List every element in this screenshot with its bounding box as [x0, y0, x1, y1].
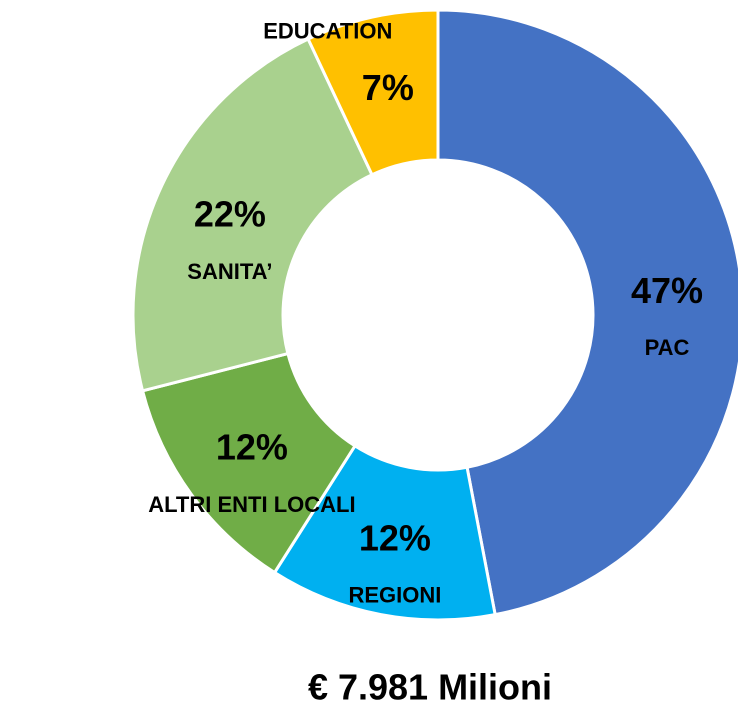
category-label: SANITA’: [187, 259, 272, 284]
slice: [306, 8, 440, 177]
value-label: 22%: [194, 194, 266, 235]
category-label: REGIONI: [348, 583, 441, 608]
value-label: 12%: [216, 427, 288, 468]
value-label: 47%: [631, 270, 703, 311]
value-label: 7%: [362, 67, 414, 108]
category-label: ALTRI ENTI LOCALI: [148, 492, 355, 517]
slices: [131, 8, 738, 622]
slice: [436, 8, 738, 617]
category-label: PAC: [645, 335, 690, 360]
total-label: € 7.981 Milioni: [308, 667, 552, 705]
slice: [131, 37, 374, 393]
category-label: EDUCATION: [263, 18, 392, 43]
value-label: 12%: [359, 517, 431, 558]
